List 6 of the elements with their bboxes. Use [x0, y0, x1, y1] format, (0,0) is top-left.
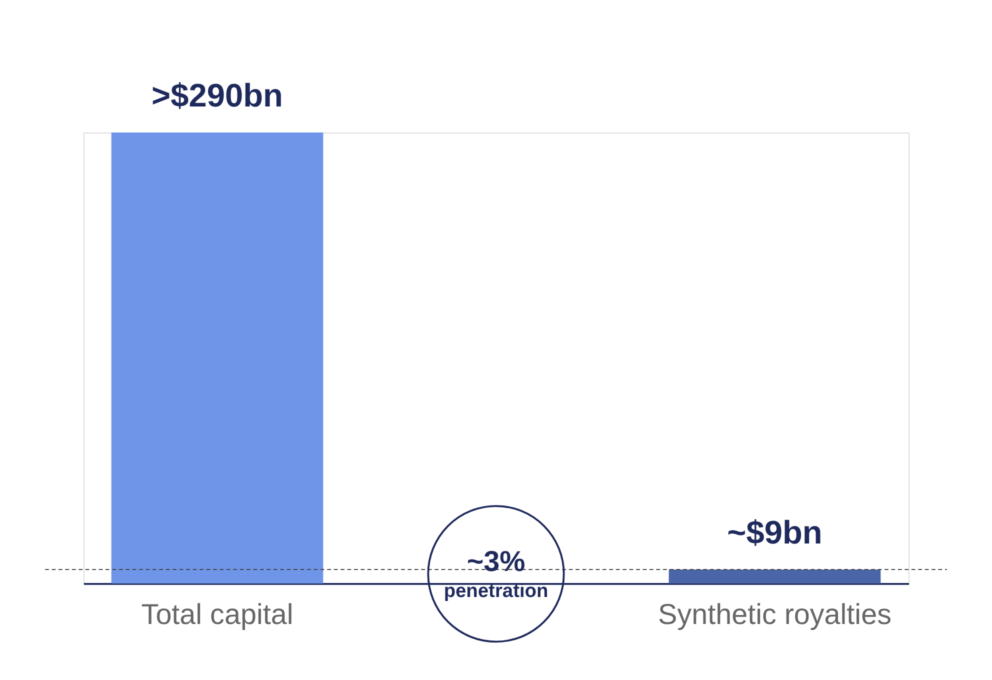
x-tick-label: Synthetic royalties — [658, 599, 892, 632]
data-label: ~$9bn — [727, 514, 822, 551]
annotation: penetration — [444, 580, 548, 602]
x-tick-label: Total capital — [141, 599, 294, 632]
annotation: ~3% — [466, 546, 526, 578]
data-label: >$290bn — [152, 76, 283, 114]
